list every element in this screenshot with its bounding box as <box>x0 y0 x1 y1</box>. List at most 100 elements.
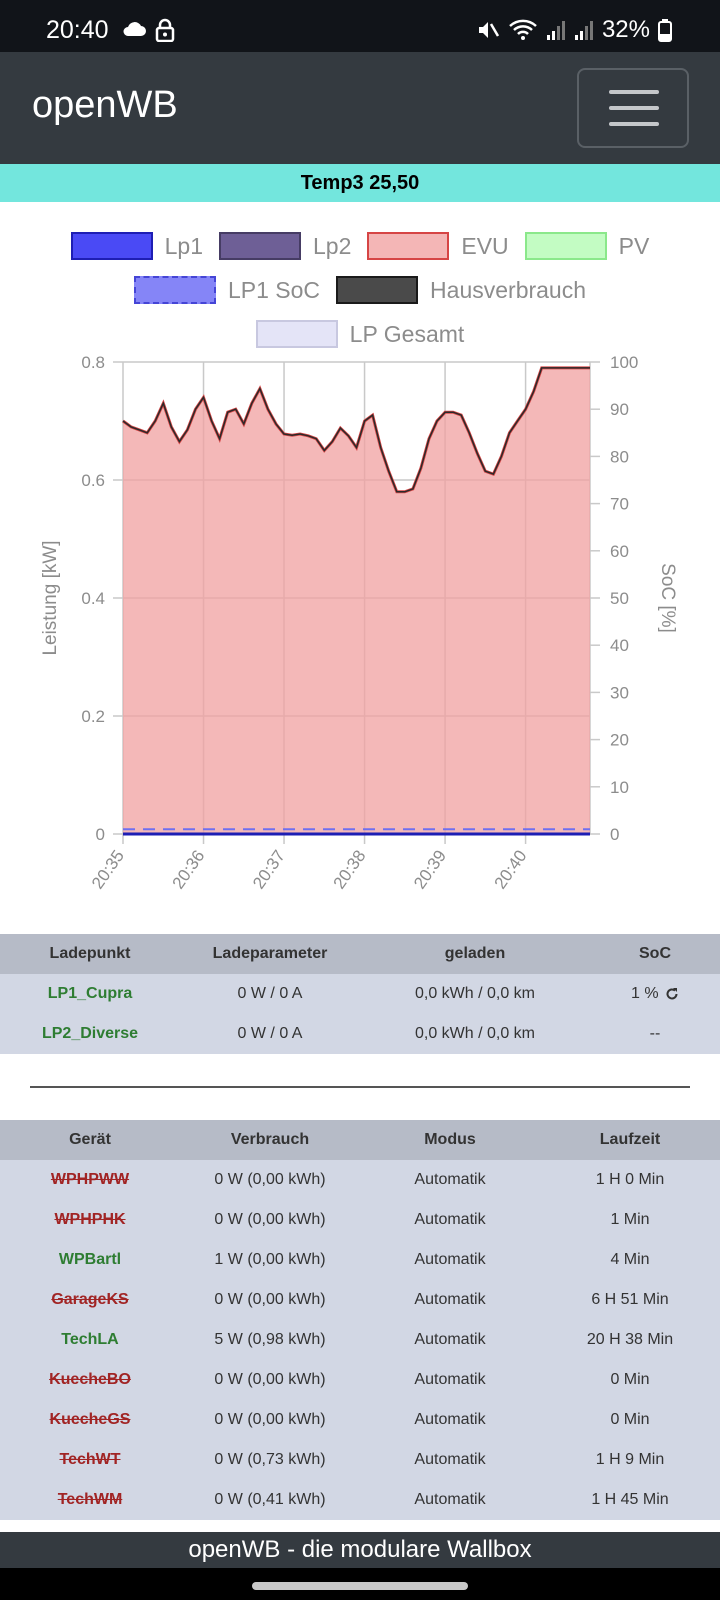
legend-label: Lp1 <box>164 232 203 259</box>
geladen-value: 0,0 kWh / 0,0 km <box>360 974 590 1014</box>
battery-icon <box>658 19 672 42</box>
y-tick-label: 0 <box>96 825 105 844</box>
device-consumption: 0 W (0,00 kWh) <box>180 1200 360 1240</box>
device-consumption: 0 W (0,00 kWh) <box>180 1160 360 1200</box>
device-mode: Automatik <box>360 1400 540 1440</box>
table-row: LP2_Diverse 0 W / 0 A 0,0 kWh / 0,0 km -… <box>0 1014 720 1054</box>
signal-icon <box>546 21 565 40</box>
table-row: WPHPWW 0 W (0,00 kWh) Automatik 1 H 0 Min <box>0 1160 720 1200</box>
col-header: Laufzeit <box>540 1120 720 1160</box>
chart-legend: Lp1 Lp2 EVU PV LP1 SoC Hausverbrauch LP Gesa… <box>0 224 720 356</box>
y2-tick-label: 50 <box>610 589 629 608</box>
table-header-row: Ladepunkt Ladeparameter geladen SoC <box>0 934 720 974</box>
device-name[interactable]: WPHPHK <box>0 1200 180 1240</box>
temperature-banner: Temp3 25,50 <box>0 164 720 202</box>
soc-value: -- <box>590 1014 720 1054</box>
device-table: Gerät Verbrauch Modus Laufzeit WPHPWW 0 W… <box>0 1120 720 1520</box>
y-tick-label: 0.2 <box>81 707 105 726</box>
hamburger-icon <box>609 122 659 126</box>
ladepunkt-table: Ladepunkt Ladeparameter geladen SoC LP1_… <box>0 934 720 1054</box>
legend-swatch <box>255 320 338 348</box>
col-header: Ladepunkt <box>0 934 180 974</box>
x-tick-label: 20:35 <box>88 847 128 893</box>
brand-logo[interactable]: openWB <box>32 84 178 126</box>
device-runtime: 4 Min <box>540 1240 720 1280</box>
power-chart: 0 0.2 0.4 0.6 0.8 0 10 20 30 40 50 60 70 80 90 100 20:35… <box>0 342 720 942</box>
col-header: Ladeparameter <box>180 934 360 974</box>
y2-tick-label: 10 <box>610 778 629 797</box>
legend-swatch <box>219 232 301 260</box>
device-name[interactable]: KuecheGS <box>0 1400 180 1440</box>
legend-swatch <box>367 232 450 260</box>
col-header: Verbrauch <box>180 1120 360 1160</box>
device-name[interactable]: WPHPWW <box>0 1160 180 1200</box>
y-tick-label: 0.8 <box>81 353 105 372</box>
table-row: GarageKS 0 W (0,00 kWh) Automatik 6 H 51 Mi… <box>0 1280 720 1320</box>
gesture-nav-pill[interactable] <box>252 1582 468 1590</box>
ladepunkt-name[interactable]: LP1_Cupra <box>0 974 180 1014</box>
device-runtime: 0 Min <box>540 1360 720 1400</box>
device-runtime: 6 H 51 Min <box>540 1280 720 1320</box>
legend-item[interactable]: Lp1 <box>70 232 203 260</box>
evu-area <box>123 367 590 834</box>
legend-item[interactable]: Hausverbrauch <box>336 276 586 304</box>
device-mode: Automatik <box>360 1280 540 1320</box>
soc-cell: 1 % <box>590 974 720 1014</box>
x-tick-label: 20:40 <box>491 847 531 893</box>
device-name[interactable]: TechLA <box>0 1320 180 1360</box>
y2-tick-label: 0 <box>610 825 619 844</box>
legend-item[interactable]: LP1 SoC <box>133 276 321 304</box>
legend-item[interactable]: PV <box>524 232 649 260</box>
device-consumption: 0 W (0,00 kWh) <box>180 1400 360 1440</box>
device-runtime: 0 Min <box>540 1400 720 1440</box>
device-mode: Automatik <box>360 1440 540 1480</box>
y2-tick-label: 60 <box>610 542 629 561</box>
legend-label: Hausverbrauch <box>430 276 587 303</box>
device-name[interactable]: GarageKS <box>0 1280 180 1320</box>
refresh-icon[interactable] <box>665 987 679 1001</box>
device-name[interactable]: KuecheBO <box>0 1360 180 1400</box>
ladeparameter: 0 W / 0 A <box>180 974 360 1014</box>
x-tick-label: 20:36 <box>169 847 209 893</box>
device-mode: Automatik <box>360 1200 540 1240</box>
x-tick-label: 20:38 <box>330 847 370 893</box>
device-name[interactable]: TechWM <box>0 1480 180 1520</box>
table-row: KuecheBO 0 W (0,00 kWh) Automatik 0 Min <box>0 1360 720 1400</box>
device-runtime: 1 Min <box>540 1200 720 1240</box>
legend-swatch <box>524 232 607 260</box>
device-consumption: 1 W (0,00 kWh) <box>180 1240 360 1280</box>
footer: openWB - die modulare Wallbox <box>0 1532 720 1568</box>
device-name[interactable]: WPBartl <box>0 1240 180 1280</box>
legend-item[interactable]: LP Gesamt <box>255 320 465 348</box>
menu-toggle-button[interactable] <box>577 68 689 148</box>
device-consumption: 0 W (0,00 kWh) <box>180 1360 360 1400</box>
legend-item[interactable]: EVU <box>367 232 509 260</box>
legend-swatch <box>133 276 216 304</box>
hamburger-icon <box>609 106 659 110</box>
table-row: WPHPHK 0 W (0,00 kWh) Automatik 1 Min <box>0 1200 720 1240</box>
col-header: geladen <box>360 934 590 974</box>
mute-icon <box>478 22 500 38</box>
y2-tick-label: 90 <box>610 400 629 419</box>
status-bar: 20:40 32% <box>0 0 720 52</box>
navbar: openWB <box>0 52 720 164</box>
signal-icon <box>574 21 593 40</box>
legend-label: LP1 SoC <box>227 276 321 303</box>
x-tick-label: 20:37 <box>249 847 289 893</box>
status-time: 20:40 <box>46 16 109 44</box>
table-row: TechWM 0 W (0,41 kWh) Automatik 1 H 45 Min <box>0 1480 720 1520</box>
device-runtime: 1 H 9 Min <box>540 1440 720 1480</box>
battery-percent: 32% <box>601 16 650 43</box>
device-consumption: 0 W (0,41 kWh) <box>180 1480 360 1520</box>
device-name[interactable]: TechWT <box>0 1440 180 1480</box>
table-row: TechLA 5 W (0,98 kWh) Automatik 20 H 38 Min <box>0 1320 720 1360</box>
y2-tick-label: 80 <box>610 447 629 466</box>
device-runtime: 1 H 0 Min <box>540 1160 720 1200</box>
lock-icon <box>155 18 175 42</box>
col-header: Modus <box>360 1120 540 1160</box>
legend-item[interactable]: Lp2 <box>219 232 351 260</box>
section-divider <box>30 1086 690 1088</box>
ladepunkt-name[interactable]: LP2_Diverse <box>0 1014 180 1054</box>
legend-label: LP Gesamt <box>349 320 465 347</box>
y2-tick-label: 20 <box>610 731 629 750</box>
